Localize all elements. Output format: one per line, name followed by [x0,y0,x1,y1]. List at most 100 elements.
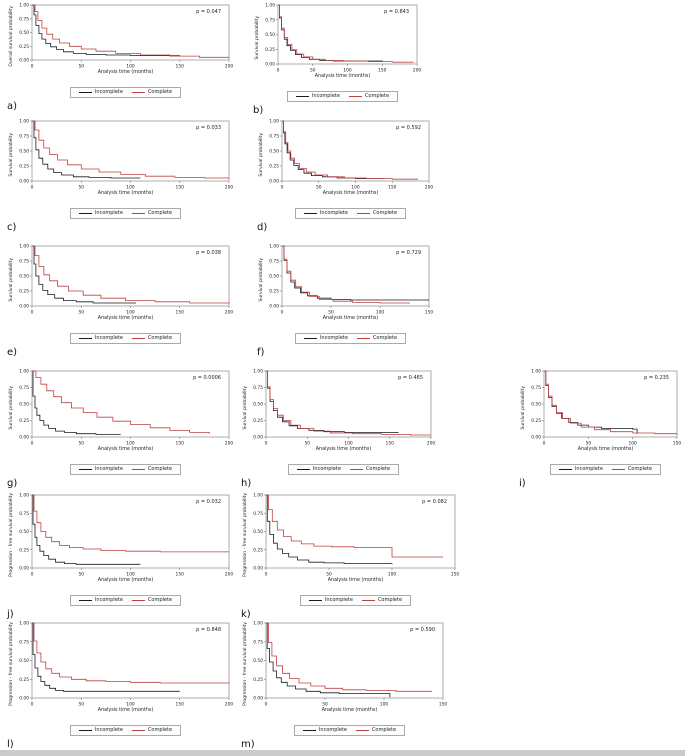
km-curve-complete [32,622,230,684]
km-curve-incomplete [544,370,638,434]
y-tick-label: 0.00 [265,62,275,68]
legend-box: Incomplete Complete [294,333,407,344]
y-tick-label: 0.25 [19,547,29,553]
km-curve-complete [32,370,210,434]
p-value-label: p = 0.590 [410,627,435,633]
x-axis-label: Analysis time (months) [577,447,634,452]
y-tick-label: 0.75 [253,385,263,391]
legend-box: Incomplete Complete [69,333,182,344]
legend-box: Incomplete Complete [69,87,182,98]
legend-label-incomplete: Incomplete [94,597,123,603]
x-tick-label: 50 [78,702,84,708]
legend-item-incomplete: Incomplete [303,210,348,217]
legend-swatch-complete [131,469,145,470]
y-tick-label: 0.50 [19,30,29,36]
bottom-strip [0,750,685,756]
x-axis-label: Analysis time (months) [322,316,379,321]
legend-item-incomplete: Incomplete [78,597,123,604]
legend-label-incomplete: Incomplete [94,335,123,341]
y-axis-label: Survival probability [256,118,267,191]
y-tick-label: 0.00 [253,435,263,441]
legend-label-incomplete: Incomplete [324,597,353,603]
km-curve-incomplete [266,370,399,433]
y-axis-label-text: Survival probability [9,385,14,430]
legend-wrap: Incomplete Complete [263,82,422,102]
x-tick-label: 50 [586,441,592,447]
y-tick-label: 0.75 [19,259,29,265]
km-curve-incomplete [278,4,383,62]
legend-wrap: Incomplete Complete [17,716,234,736]
y-axis-label: Survival probability [252,2,263,74]
plot-border [31,494,230,569]
km-curve-complete [266,370,431,436]
x-tick-label: 100 [126,441,135,447]
y-axis-label: Progression - free survival probability [6,492,17,578]
p-value-label: p = 0.082 [422,499,447,505]
legend-box: Incomplete Complete [69,464,182,475]
panel-letter: c) [7,222,17,233]
y-tick-label: 0.50 [253,402,263,408]
x-tick-label: 50 [316,185,322,191]
plot-row: Survival probability 0.00 0.25 0.50 0.75 1.0… [252,2,422,74]
x-tick-label: 100 [388,572,397,578]
legend-swatch-incomplete [78,600,92,601]
y-tick-label: 0.25 [19,44,29,50]
legend-item-complete: Complete [611,466,652,473]
km-panel-a: Overall survival probability 0.00 0.25 0.5… [6,2,234,112]
y-tick-label: 0.25 [19,418,29,424]
x-tick-label: 50 [78,64,84,70]
legend-swatch-complete [356,338,370,339]
y-tick-label: 0.50 [253,529,263,535]
y-tick-label: 0.50 [269,149,279,155]
x-tick-label: 100 [343,68,352,74]
legend-label-complete: Complete [147,335,173,341]
x-tick-label: 150 [176,441,185,447]
legend-label-incomplete: Incomplete [94,89,123,95]
panel-letter: a) [7,101,18,112]
x-tick-label: 100 [344,441,353,447]
legend-swatch-complete [131,730,145,731]
y-axis-label-text: Progression - free survival probability [243,493,248,577]
km-curve-complete [266,622,432,692]
legend-label-incomplete: Incomplete [574,466,603,472]
y-tick-label: 0.75 [269,134,279,140]
y-tick-label: 1.00 [19,621,29,627]
legend-swatch-incomplete [296,469,310,470]
p-value-label: p = 0.848 [196,627,221,633]
plot-row: Progression - free survival probability … [240,492,460,578]
x-tick-label: 100 [126,572,135,578]
legend-swatch-complete [131,600,145,601]
x-tick-label: 0 [31,64,34,70]
plot-row: Survival probability 0.00 0.25 0.50 0.75 1.0… [256,243,434,316]
plot-row: Progression - free survival probability … [6,620,234,708]
plot-row: Survival probability 0.00 0.25 0.50 0.75 1.0… [518,368,682,447]
legend-wrap: Incomplete Complete [17,586,234,606]
legend-box: Incomplete Complete [299,595,412,606]
legend-label-complete: Complete [147,466,173,472]
y-tick-label: 0.75 [269,259,279,265]
y-tick-label: 0.50 [265,32,275,38]
y-tick-label: 1.00 [19,369,29,375]
legend-swatch-incomplete [78,469,92,470]
y-tick-label: 0.75 [19,134,29,140]
y-tick-label: 0.50 [19,529,29,535]
plot-row: Survival probability 0.00 0.25 0.50 0.75 1.0… [6,243,234,316]
x-tick-label: 0 [281,310,284,316]
legend-item-incomplete: Incomplete [296,466,341,473]
y-tick-label: 0.75 [265,17,275,23]
km-curve-complete [32,120,230,179]
legend-item-complete: Complete [355,727,396,734]
y-tick-label: 1.00 [269,244,279,250]
km-curve-complete [278,4,414,63]
x-tick-label: 50 [328,310,334,316]
km-curve-complete [282,245,410,304]
legend-box: Incomplete Complete [287,464,400,475]
x-tick-label: 200 [225,572,234,578]
km-plot: 0.00 0.25 0.50 0.75 1.00 0 50 100 150 200 p = 0.84… [265,3,421,74]
y-axis-label-text: Progression - free survival probability [243,622,248,706]
legend-item-complete: Complete [361,597,402,604]
km-curve-complete [32,494,229,553]
y-tick-label: 0.00 [19,566,29,572]
legend-swatch-complete [349,469,363,470]
x-tick-label: 50 [310,68,316,74]
